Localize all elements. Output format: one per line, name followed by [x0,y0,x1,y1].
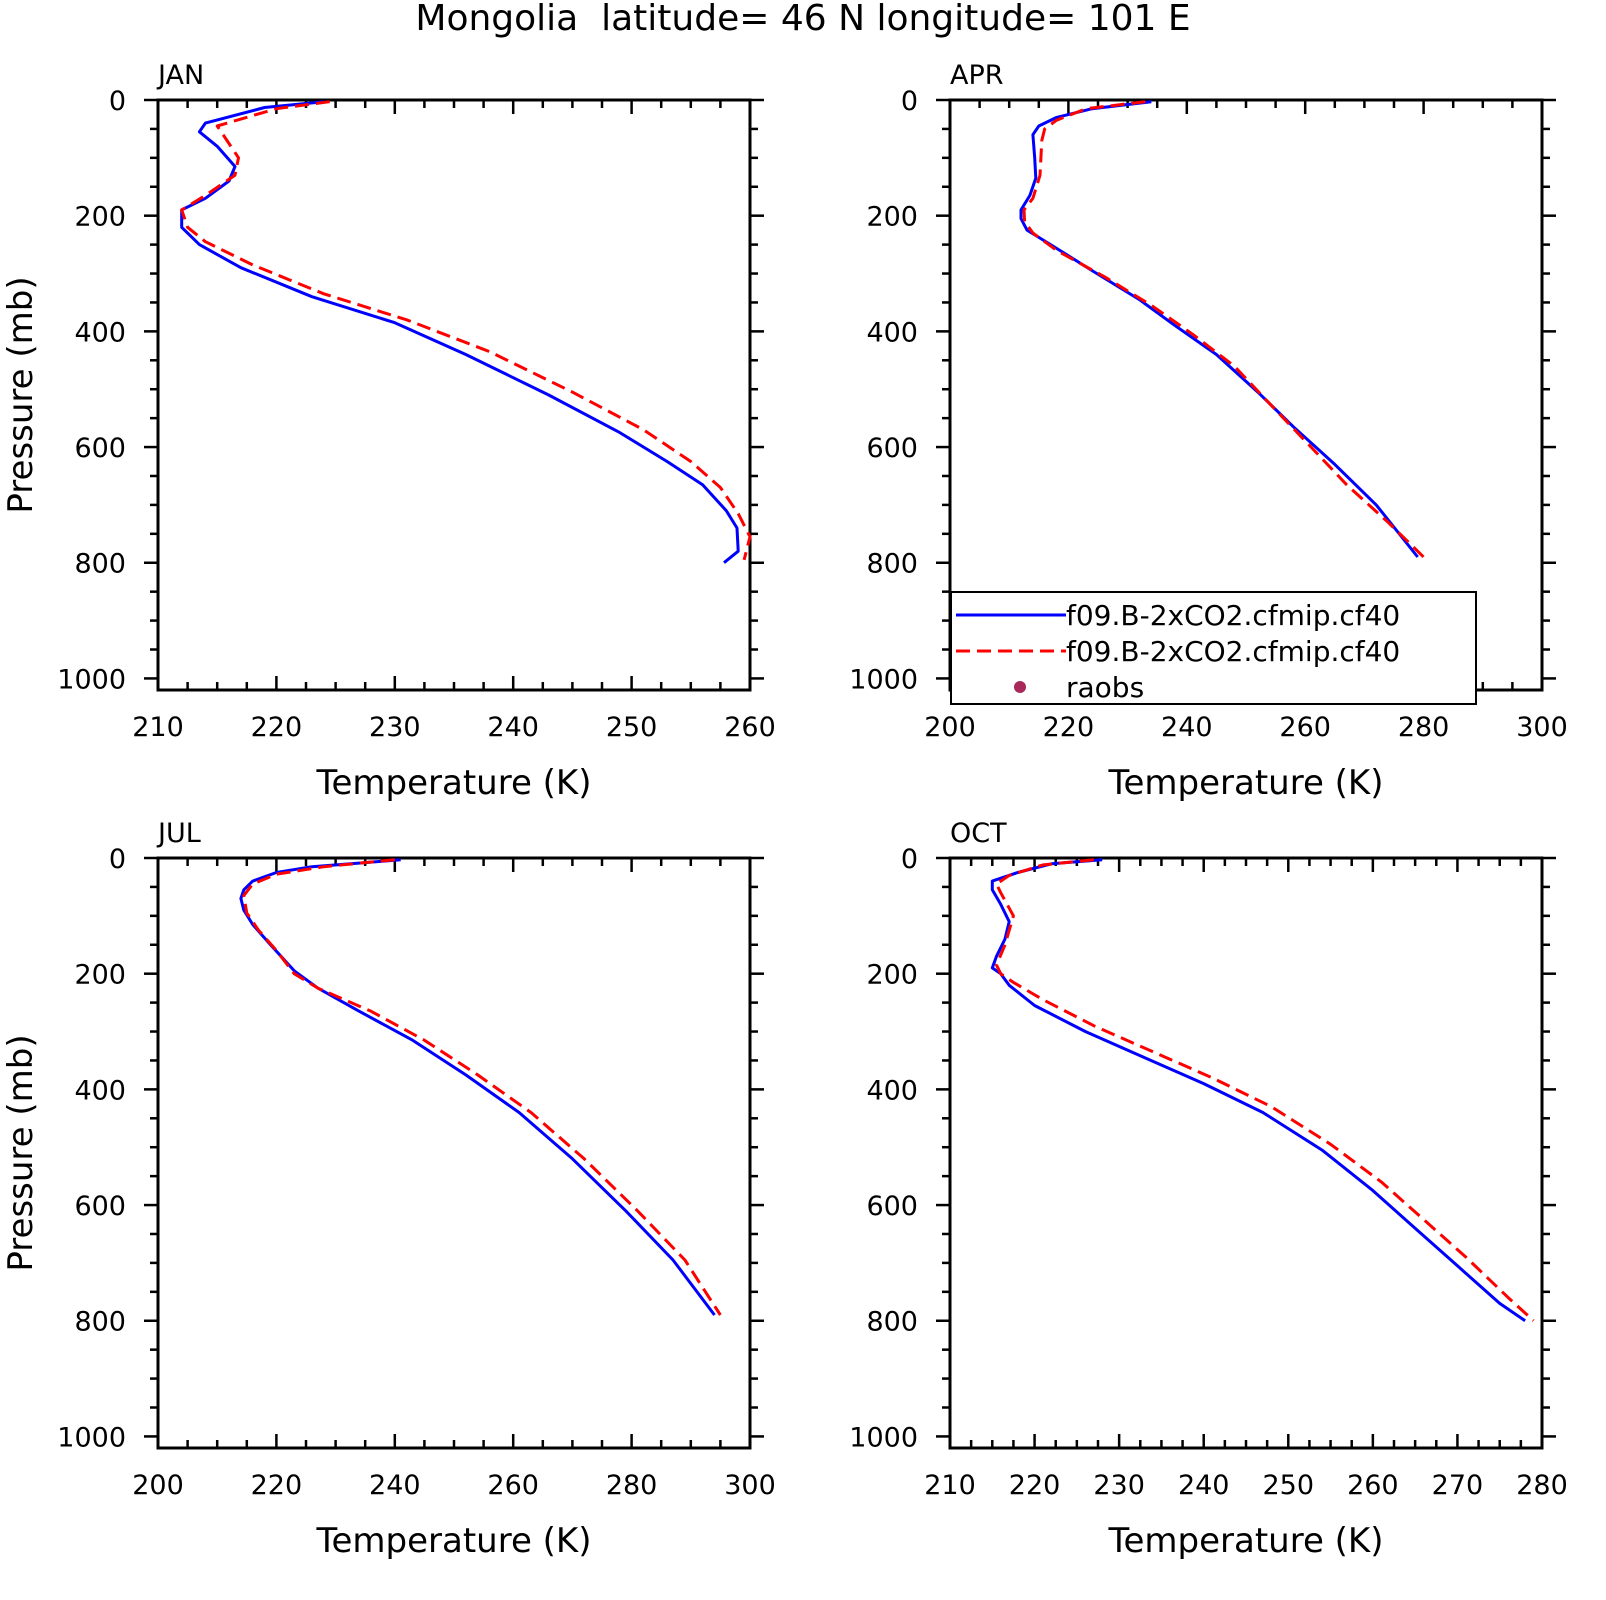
series-line-solid [990,858,1526,1322]
y-tick-label: 1000 [849,1422,918,1453]
x-tick-label: 240 [487,712,539,743]
series-line-dashed [1022,100,1425,559]
legend-marker [1014,681,1026,693]
y-tick-label: 0 [901,86,918,117]
y-tick-label: 400 [866,317,918,348]
panel-apr: 200 220 240 260 280 300 0 200 400 600 800 1000 APR Te… [849,60,1567,803]
y-tick-label: 600 [74,1191,126,1222]
panel-oct: 210 220 230 240 250 260 270 280 0 200 400 600 800 100… [849,818,1567,1561]
series-line-solid [180,100,740,564]
x-tick-label: 220 [251,1470,303,1501]
panel-title: OCT [950,818,1007,849]
legend-label: f09.B-2xCO2.cfmip.cf40 [1066,599,1400,632]
x-tick-label: 250 [1263,1470,1315,1501]
y-tick-label: 200 [74,202,126,233]
legend-label: raobs [1066,671,1144,704]
series-line-dashed [180,100,752,561]
y-tick-label: 800 [866,1307,918,1338]
x-tick-label: 240 [369,1470,421,1501]
panels-group: 210 220 230 240 250 260 0 200 400 600 800 1000 JAN Te… [1,60,1568,1561]
x-tick-label: 200 [924,712,976,743]
y-tick-label: 400 [74,317,126,348]
x-tick-label: 260 [724,712,776,743]
x-tick-label: 250 [606,712,658,743]
panel-title: JUL [156,818,201,849]
y-tick-label: 600 [866,1191,918,1222]
panel-jan: 210 220 230 240 250 260 0 200 400 600 800 1000 JAN Te… [1,60,776,803]
x-axis-title: Temperature (K) [1107,763,1383,803]
x-tick-label: 270 [1432,1470,1484,1501]
legend-label: f09.B-2xCO2.cfmip.cf40 [1066,635,1400,668]
x-tick-label: 260 [1279,712,1331,743]
plot-frame [156,856,752,1450]
x-tick-label: 300 [1516,712,1568,743]
x-tick-label: 260 [487,1470,539,1501]
y-tick-label: 800 [74,549,126,580]
series-line-solid [239,858,716,1316]
panel-jul: 200 220 240 260 280 300 0 200 400 600 800 1000 JUL Te… [1,818,776,1561]
x-tick-label: 280 [1516,1470,1568,1501]
x-tick-label: 240 [1178,1470,1230,1501]
x-tick-label: 230 [1093,1470,1145,1501]
x-tick-label: 200 [132,1470,184,1501]
x-tick-label: 280 [1398,712,1450,743]
x-axis-title: Temperature (K) [1107,1521,1383,1561]
y-tick-label: 200 [866,202,918,233]
y-tick-label: 400 [866,1075,918,1106]
y-tick-label: 400 [74,1075,126,1106]
plot-frame [156,98,752,692]
y-tick-label: 600 [866,433,918,464]
x-tick-label: 260 [1347,1470,1399,1501]
panel-title: JAN [156,60,204,91]
y-tick-label: 200 [74,960,126,991]
x-tick-label: 230 [369,712,421,743]
x-tick-label: 210 [924,1470,976,1501]
x-tick-label: 280 [606,1470,658,1501]
plot-frame [948,856,1544,1450]
x-tick-label: 240 [1161,712,1213,743]
figure-title: Mongolia latitude= 46 N longitude= 101 E [415,0,1190,39]
legend: f09.B-2xCO2.cfmip.cf40f09.B-2xCO2.cfmip.… [950,591,1477,705]
series-line-dashed [242,858,722,1316]
y-tick-label: 0 [109,844,126,875]
y-tick-label: 1000 [57,664,126,695]
y-tick-label: 1000 [849,664,918,695]
y-tick-label: 600 [74,433,126,464]
x-tick-label: 220 [251,712,303,743]
x-tick-label: 220 [1009,1470,1061,1501]
y-tick-label: 200 [866,960,918,991]
y-tick-label: 0 [109,86,126,117]
x-tick-label: 220 [1043,712,1095,743]
y-axis-title: Pressure (mb) [1,1034,41,1271]
series-line-dashed [995,858,1535,1322]
panel-title: APR [950,60,1004,91]
y-tick-label: 1000 [57,1422,126,1453]
y-tick-label: 800 [866,549,918,580]
x-tick-label: 300 [724,1470,776,1501]
series-line-solid [1019,100,1419,558]
y-axis-title: Pressure (mb) [1,276,41,513]
y-tick-label: 800 [74,1307,126,1338]
x-axis-title: Temperature (K) [315,763,591,803]
y-tick-label: 0 [901,844,918,875]
x-axis-title: Temperature (K) [315,1521,591,1561]
x-tick-label: 210 [132,712,184,743]
legend-box [950,591,1477,705]
